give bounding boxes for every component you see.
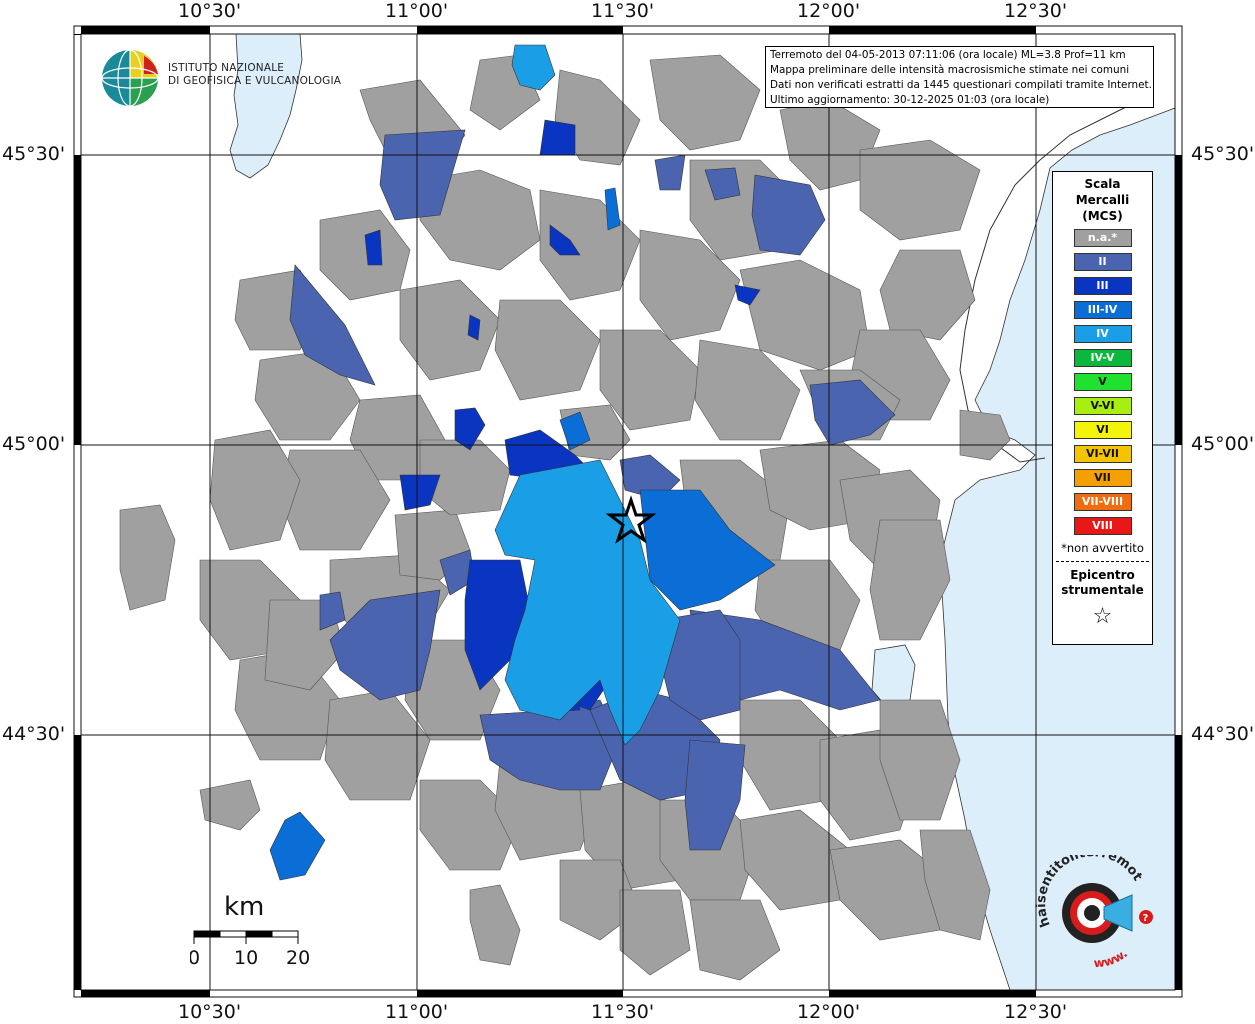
watermark-url-textpath: www. — [1093, 946, 1130, 970]
lat-tick-left-3: 44°30' — [2, 723, 66, 745]
scale-bar: km 0 10 20 — [190, 892, 310, 969]
legend-title-line-1: Scala — [1084, 177, 1121, 191]
event-info-line-3: Dati non verificati estratti da 1445 que… — [770, 79, 1152, 91]
legend-epicenter-line-2: strumentale — [1061, 583, 1144, 597]
lon-tick-bottom-3: 11°30' — [591, 1001, 655, 1023]
legend-swatch-iii: III — [1073, 277, 1132, 295]
event-info-line-1: Terremoto del 04-05-2013 07:11:06 (ora l… — [770, 49, 1126, 61]
scale-label-20: 20 — [286, 947, 310, 969]
lon-tick-top-2: 11°00' — [385, 0, 449, 22]
event-info-line-4: Ultimo aggiornamento: 30-12-2025 01:03 (… — [770, 94, 1050, 106]
lon-tick-top-5: 12°30' — [1004, 0, 1068, 22]
lat-tick-right-1: 45°30' — [1191, 143, 1255, 165]
legend-title-line-2: Mercalli — [1075, 193, 1130, 207]
scale-label-0: 0 — [190, 947, 200, 969]
legend-swatch-vi-vii: VI-VII — [1073, 445, 1132, 463]
lat-tick-left-2: 45°00' — [2, 433, 66, 455]
lon-tick-bottom-1: 10°30' — [178, 1001, 242, 1023]
ingv-globe-logo-icon — [101, 49, 159, 107]
lon-tick-bottom-5: 12°30' — [1004, 1001, 1068, 1023]
lon-tick-top-3: 11°30' — [591, 0, 655, 22]
legend-swatch-vii-viii: VII-VIII — [1073, 493, 1132, 511]
municipalities-intensity-ii — [289, 129, 896, 851]
ingv-logo-line-2: DI GEOFISICA E VULCANOLOGIA — [168, 75, 342, 87]
legend-swatch-viii: VIII — [1073, 517, 1132, 535]
scale-label-10: 10 — [234, 947, 258, 969]
legend-swatch-ii: II — [1073, 253, 1132, 271]
legend-swatch-iv: IV — [1073, 325, 1132, 343]
svg-text:?: ? — [1143, 913, 1149, 924]
lagoon-comacchio — [871, 644, 916, 706]
intensity-legend: Scala Mercalli (MCS) n.a.* II III III-IV IV I… — [1052, 171, 1153, 645]
event-info-box: Terremoto del 04-05-2013 07:11:06 (ora l… — [765, 46, 1154, 108]
epicenter-star-icon — [605, 495, 657, 544]
lat-tick-left-1: 45°30' — [2, 143, 66, 165]
legend-divider — [1056, 561, 1149, 562]
legend-swatch-n-a-: n.a.* — [1073, 229, 1132, 247]
legend-epicenter-label: Epicentro strumentale — [1053, 568, 1152, 598]
watermark-url: www. — [1093, 946, 1130, 970]
lon-tick-bottom-2: 11°00' — [385, 1001, 449, 1023]
lake-garda — [229, 33, 303, 179]
legend-star-icon: ☆ — [1092, 604, 1113, 629]
municipalities-intensity-iii-iv — [269, 187, 776, 881]
event-info-line-2: Mappa preliminare delle intensità macros… — [770, 64, 1130, 76]
lon-tick-top-1: 10°30' — [178, 0, 242, 22]
target-megaphone-logo-icon: ? haisentitoilterremoto.it www. — [1032, 855, 1153, 970]
ingv-logo-text: ISTITUTO NAZIONALE DI GEOFISICA E VULCAN… — [168, 62, 341, 88]
legend-swatch-iii-iv: III-IV — [1073, 301, 1132, 319]
lat-tick-right-2: 45°00' — [1191, 433, 1255, 455]
lat-tick-right-3: 44°30' — [1191, 723, 1255, 745]
legend-title: Scala Mercalli (MCS) — [1053, 176, 1152, 224]
lon-tick-top-4: 12°00' — [797, 0, 861, 22]
legend-title-line-3: (MCS) — [1082, 209, 1123, 223]
legend-swatch-v-vi: V-VI — [1073, 397, 1132, 415]
graticule — [81, 34, 1175, 990]
map-frame — [73, 25, 1183, 998]
legend-swatch-iv-v: IV-V — [1073, 349, 1132, 367]
lon-tick-bottom-4: 12°00' — [797, 1001, 861, 1023]
legend-swatch-vii: VII — [1073, 469, 1132, 487]
legend-items: n.a.* II III III-IV IV IV-V V V-VI VI VI-VII VII VI… — [1053, 229, 1152, 535]
ingv-logo-line-1: ISTITUTO NAZIONALE — [168, 62, 285, 74]
legend-swatch-v: V — [1073, 373, 1132, 391]
scale-unit: km — [224, 892, 264, 922]
frame-ticks — [74, 26, 1182, 997]
legend-note: *non avvertito — [1061, 541, 1144, 555]
legend-epicenter-line-1: Epicentro — [1070, 568, 1135, 582]
legend-swatch-vi: VI — [1073, 421, 1132, 439]
